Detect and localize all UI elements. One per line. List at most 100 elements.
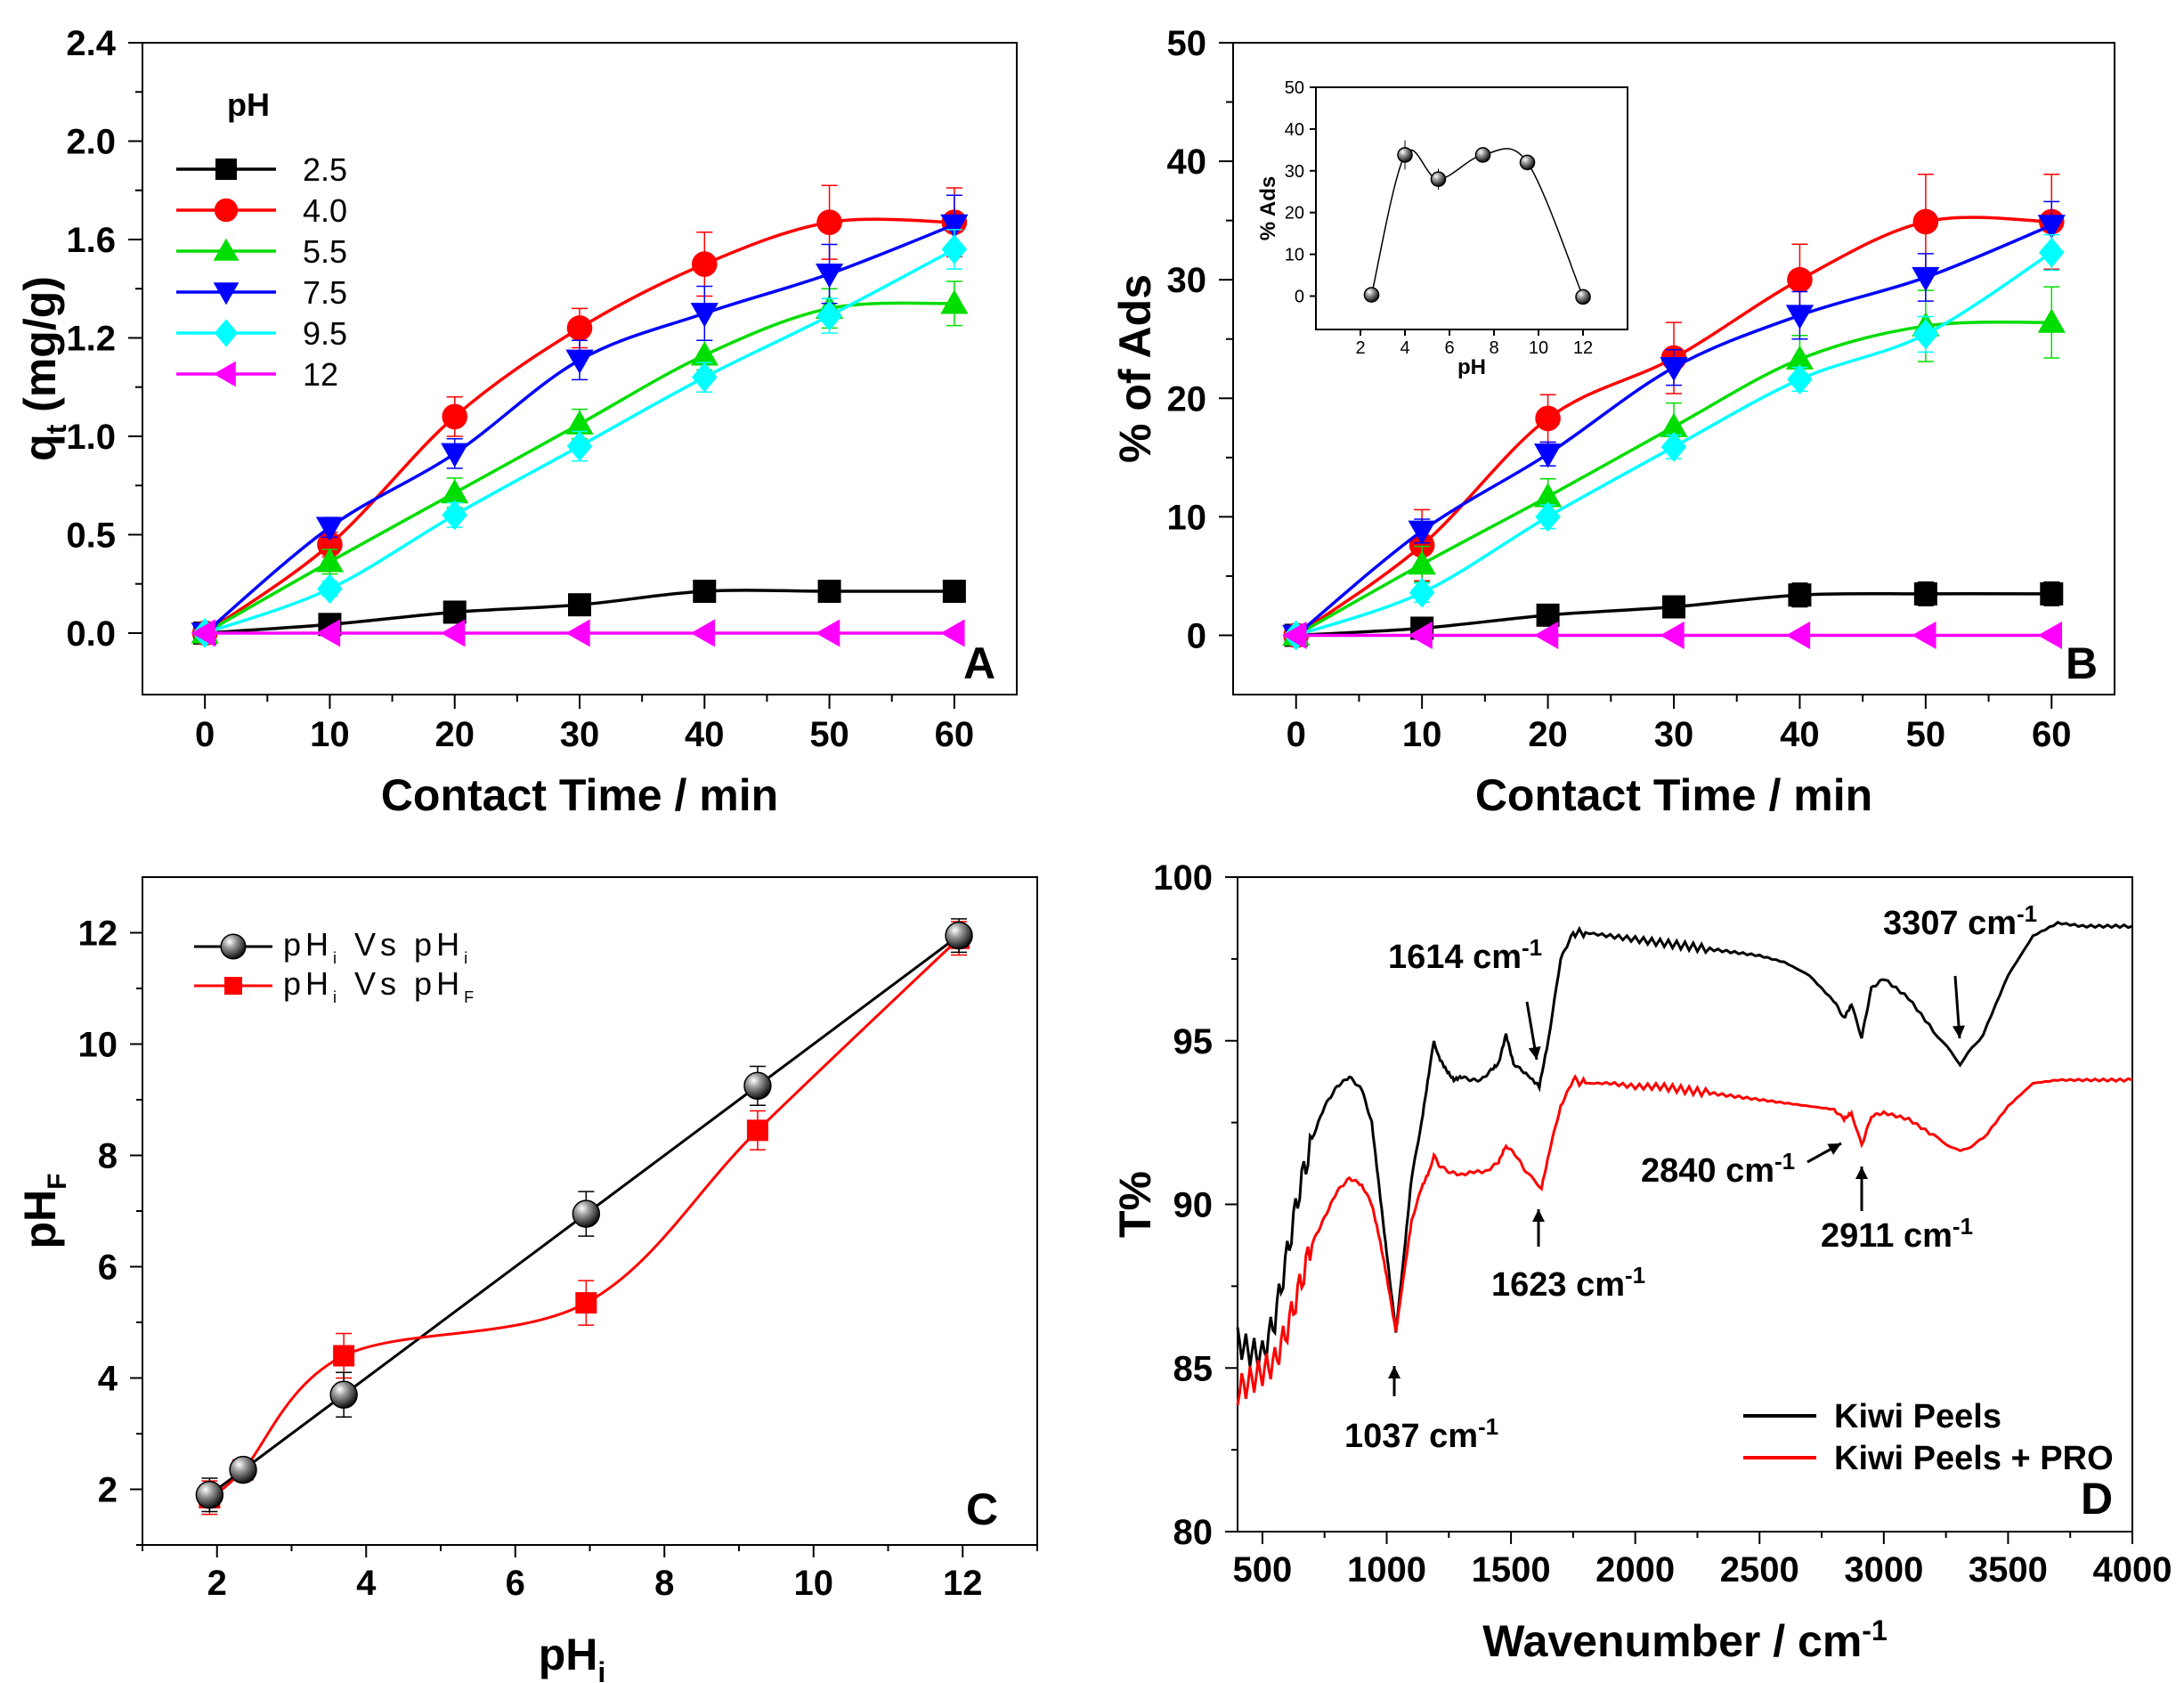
data-point [1787,364,1813,394]
spectrum-kiwi-peels---pro [1236,1074,2133,1406]
data-point [2040,581,2064,606]
y-label-sub: F [43,1174,72,1190]
data-point [691,362,718,393]
annotation-arrowhead [1855,1167,1868,1179]
x-tick-label: 8 [654,1564,674,1603]
data-point [1788,583,1812,607]
data-point [329,1380,358,1409]
data-point [1660,412,1688,437]
x-tick-label: 6 [506,1564,525,1603]
legend-title: pH [227,86,270,123]
y-tick-label: 50 [1285,78,1304,98]
data-point [2038,237,2065,268]
legend-label: 9.5 [303,315,347,352]
legend-marker [215,159,237,180]
data-point [690,303,719,328]
spectrum-kiwi-peels [1236,920,2133,1369]
x-axis-label: Contact Time / min [1475,770,1872,820]
x-tick-label: 10 [310,715,350,754]
y-tick-label: 4 [98,1360,118,1399]
x-tick-label: 6 [1444,338,1454,358]
legend-marker [224,977,242,995]
x-tick-label: 40 [685,715,725,754]
legend-sub: i [464,949,472,967]
x-tick-label: 0 [195,715,215,754]
data-point [1533,621,1559,650]
data-point [565,410,594,435]
annotation-arrowhead [1827,1143,1841,1155]
x-axis-label: Wavenumber / cm-1 [1482,1614,1888,1666]
y-tick-label: 30 [1285,162,1304,182]
panel-a-qt-vs-time: 0 10 20 30 40 50 60 0.0 0.5 1.0 1.2 1.6 2.0 2.4 Contac… [15,24,1018,820]
legend-sub: i [333,949,341,967]
y-tick-label: 2 [98,1471,118,1510]
x-tick-label: 12 [943,1564,983,1603]
panel-label-d: D [2081,1474,2113,1524]
legend-label: 2.5 [303,151,347,188]
data-point [442,600,467,624]
data-point [1408,621,1433,650]
inset-curve [1370,148,1584,297]
annotation-main: 2911 cm [1821,1217,1953,1255]
data-point [566,315,593,341]
annotation-main: 1623 cm [1491,1266,1625,1304]
inset-plot: 2 4 6 8 10 12 0 10 20 30 40 50 pH % Ads [1256,78,1628,379]
data-point [1912,621,1936,650]
data-point [817,579,841,603]
data-point [816,300,842,331]
x-axis-label: Contact Time / min [381,770,778,820]
y-tick-label: 0.5 [66,516,116,555]
y-label-unit: (mg/g) [15,276,65,425]
x-tick-label: 50 [809,715,849,754]
x-tick-label: 30 [1654,715,1694,754]
panel-d-ftir-spectra: 500 1000 1500 2000 2500 3000 3500 4000 80 85 90 95 1… [1110,858,2172,1666]
x-tick-label: 3000 [1844,1550,1923,1590]
data-point [941,234,968,264]
inset-point [1363,287,1380,303]
data-point [816,209,842,235]
data-point [1408,520,1436,545]
y-label-main: pH [15,1190,65,1249]
x-axis-label: pHi [539,1630,606,1683]
y-tick-label: 1.6 [66,221,116,260]
data-point [1912,319,1939,350]
data-point [691,251,718,277]
peak-annotation: 1037 cm-1 [1344,1413,1498,1455]
data-point [2037,215,2066,240]
x-tick-label: 2 [1355,338,1365,358]
panel-label-a: A [963,638,995,688]
annotation-arrowhead [1953,1025,1965,1038]
data-point [191,619,215,647]
data-point [690,619,715,647]
annotation-sup: -1 [1625,1262,1645,1289]
x-label-sup: -1 [1862,1614,1887,1646]
data-point [317,573,343,605]
y-label-sub: t [40,424,72,434]
legend-sub: F [464,988,478,1006]
data-point [1912,208,1939,235]
data-point [1408,550,1436,575]
x-tick-label: 2000 [1595,1550,1675,1590]
inset-y-label: % Ads [1256,176,1280,240]
annotation-sup: -1 [2017,900,2037,927]
y-tick-label: 12 [78,915,118,954]
data-point [746,1119,768,1142]
peak-annotation: 2911 cm-1 [1821,1213,1973,1255]
x-label-main: pH [539,1630,598,1679]
data-point [1660,356,1688,382]
y-tick-label: 0 [1187,616,1206,655]
legend-label: 7.5 [303,274,347,311]
inset-x-label: pH [1457,355,1486,379]
data-point [442,500,468,531]
y-tick-label: 40 [1285,120,1304,140]
peak-annotation: 2840 cm-1 [1641,1148,1795,1190]
legend-marker [213,282,240,305]
annotation-arrowhead [1528,1046,1541,1060]
data-point [1785,621,1811,650]
data-point [442,403,468,430]
x-tick-label: 60 [935,715,975,754]
y-axis-label: qt (mg/g) [15,276,72,461]
annotation-arrowhead [1388,1366,1401,1378]
peak-annotation: 3307 cm-1 [1883,900,2037,942]
